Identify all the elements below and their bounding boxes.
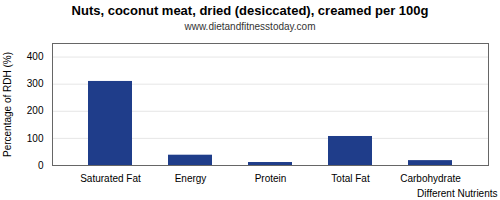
svg-text:Percentage of RDH (%): Percentage of RDH (%): [2, 52, 13, 157]
svg-text:Different Nutrients: Different Nutrients: [417, 188, 497, 199]
html-text:Nuts, coconut meat, dried (des: Nuts, coconut meat, dried (desiccated), …: [71, 3, 429, 18]
svg-text:400: 400: [27, 51, 44, 62]
svg-text:Total Fat: Total Fat: [331, 173, 370, 184]
svg-text:100: 100: [27, 133, 44, 144]
html-text:www.dietandfitnesstoday.com: www.dietandfitnesstoday.com: [184, 21, 316, 32]
svg-text:0: 0: [38, 160, 44, 171]
svg-text:Protein: Protein: [255, 173, 287, 184]
svg-text:200: 200: [27, 105, 44, 116]
svg-text:300: 300: [27, 78, 44, 89]
svg-text:Carbohydrate: Carbohydrate: [400, 173, 461, 184]
svg-text:Saturated Fat: Saturated Fat: [80, 173, 141, 184]
svg-text:Energy: Energy: [175, 173, 207, 184]
